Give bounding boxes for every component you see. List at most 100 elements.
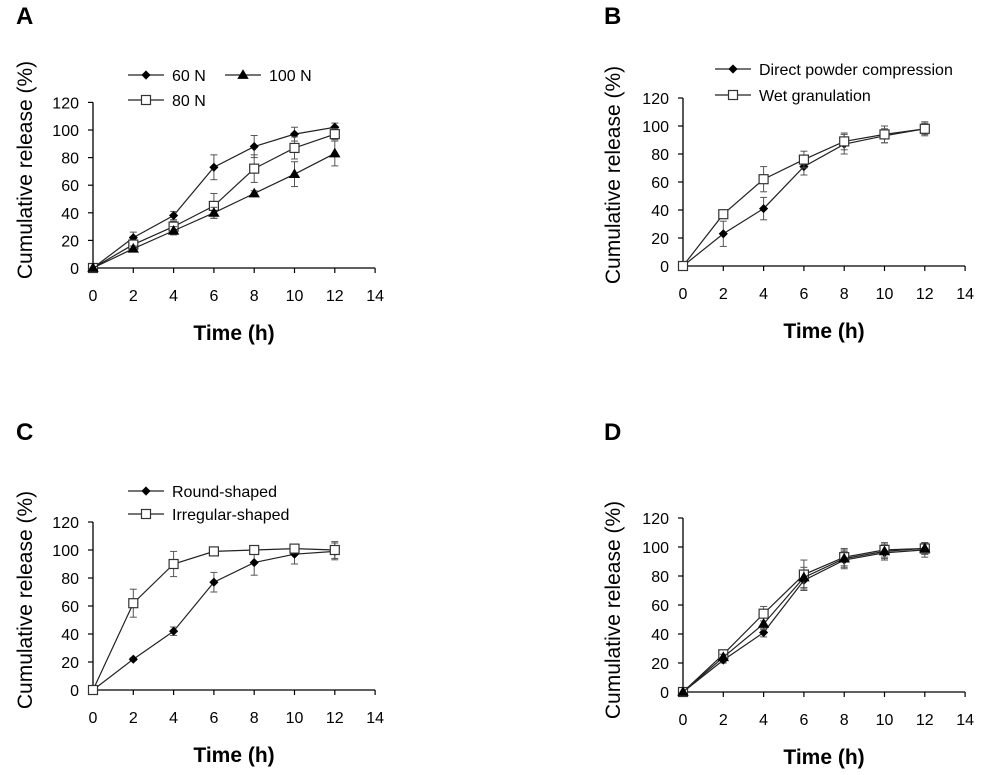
x-tick-label: 0 — [89, 288, 98, 305]
x-tick-label: 8 — [250, 288, 259, 305]
y-tick-label: 40 — [61, 206, 79, 223]
y-tick-label: 60 — [61, 178, 79, 195]
x-tick-label: 2 — [129, 710, 138, 727]
data-point — [87, 262, 99, 272]
panel-letter: C — [16, 419, 33, 446]
data-point — [127, 242, 139, 253]
x-axis-title: Time (h) — [783, 746, 864, 769]
legend-label: Direct powder compression — [759, 62, 953, 79]
legend-label: Round-shaped — [172, 484, 277, 501]
legend-marker — [237, 69, 249, 79]
x-tick-label: 4 — [169, 710, 178, 727]
legend-marker — [141, 70, 151, 80]
y-tick-label: 40 — [61, 627, 79, 644]
panel-letter: D — [604, 419, 621, 446]
legend-marker — [141, 486, 151, 496]
x-axis-title: Time (h) — [193, 322, 274, 345]
x-tick-label: 4 — [759, 712, 768, 729]
x-tick-label: 8 — [840, 712, 849, 729]
y-tick-label: 60 — [651, 175, 669, 192]
y-axis-title: Cumulative release (%) — [14, 61, 37, 279]
legend-label: Irregular-shaped — [172, 507, 289, 524]
x-tick-label: 14 — [956, 286, 974, 303]
x-tick-label: 8 — [250, 710, 259, 727]
data-point — [249, 163, 260, 174]
y-tick-label: 40 — [651, 203, 669, 220]
y-tick-label: 120 — [642, 91, 669, 108]
y-tick-label: 80 — [61, 571, 79, 588]
y-tick-label: 100 — [52, 543, 79, 560]
data-point — [248, 187, 260, 198]
series-1 — [677, 121, 930, 272]
x-tick-label: 6 — [799, 286, 808, 303]
y-axis-title: Cumulative release (%) — [602, 501, 625, 719]
panel-letter: A — [16, 3, 33, 30]
y-tick-label: 60 — [651, 598, 669, 615]
data-point — [677, 260, 689, 272]
data-point — [758, 174, 769, 185]
data-point — [289, 142, 300, 154]
y-axis-title: Cumulative release (%) — [14, 491, 37, 709]
series-2 — [677, 542, 931, 696]
data-point — [168, 558, 179, 570]
y-tick-label: 80 — [61, 151, 79, 168]
data-point — [878, 545, 891, 556]
x-tick-label: 0 — [89, 710, 98, 727]
panel-b: B 0 2 4 6 8 10 12 14 0 20 40 60 80 100 120 Time (h) Cumul… — [602, 3, 974, 343]
series-line — [682, 128, 925, 267]
y-axis-title: Cumulative release (%) — [602, 66, 625, 284]
legend: 60 N 100 N 80 N — [128, 68, 312, 110]
x-tick-label: 6 — [209, 288, 218, 305]
data-point — [209, 162, 219, 172]
y-tick-label: 120 — [52, 515, 79, 532]
y-tick-label: 120 — [52, 95, 79, 112]
y-tick-label: 60 — [61, 599, 79, 616]
series-1 — [87, 128, 340, 274]
data-point — [169, 210, 179, 221]
data-point — [718, 229, 728, 239]
y-tick-label: 0 — [70, 261, 79, 278]
x-tick-label: 12 — [916, 712, 934, 729]
data-point — [839, 136, 850, 147]
data-point — [128, 598, 139, 609]
y-tick-label: 120 — [642, 511, 669, 528]
series-line — [92, 547, 335, 691]
series-0 — [678, 122, 930, 271]
legend-marker — [140, 508, 152, 520]
data-point — [249, 544, 260, 556]
y-tick-label: 40 — [651, 627, 669, 644]
x-tick-label: 2 — [129, 288, 138, 305]
data-point — [838, 552, 850, 563]
x-tick-label: 4 — [169, 288, 178, 305]
series-1 — [87, 541, 340, 696]
legend: Round-shaped Irregular-shaped — [128, 484, 289, 524]
data-point — [677, 686, 689, 696]
y-tick-label: 100 — [52, 123, 79, 140]
y-tick-label: 80 — [651, 569, 669, 586]
data-point — [288, 168, 301, 179]
x-tick-label: 4 — [759, 286, 768, 303]
data-point — [758, 608, 769, 619]
x-axis-title: Time (h) — [783, 320, 864, 343]
legend-label: Wet granulation — [759, 88, 871, 105]
data-point — [167, 224, 180, 235]
panel-letter: B — [604, 3, 621, 30]
x-tick-label: 10 — [876, 286, 894, 303]
x-tick-label: 14 — [366, 288, 384, 305]
data-point — [329, 147, 341, 158]
legend: Direct powder compression Wet granulation — [715, 62, 953, 105]
y-tick-label: 100 — [642, 119, 669, 136]
panel-d: D 0 2 4 6 8 10 12 14 0 20 40 60 80 100 120 Time (h) Cumul… — [602, 419, 974, 769]
x-tick-label: 14 — [366, 710, 384, 727]
x-tick-label: 10 — [876, 712, 894, 729]
x-tick-label: 6 — [799, 712, 808, 729]
panel-c: C 0 2 4 6 8 10 12 14 0 20 40 60 80 100 120 Time (h) Cumul… — [14, 419, 384, 767]
series-2 — [87, 140, 341, 272]
data-point — [879, 129, 890, 140]
data-point — [87, 684, 99, 696]
data-point — [128, 654, 138, 664]
data-point — [209, 577, 219, 587]
x-tick-label: 12 — [326, 710, 344, 727]
x-tick-label: 2 — [719, 286, 728, 303]
